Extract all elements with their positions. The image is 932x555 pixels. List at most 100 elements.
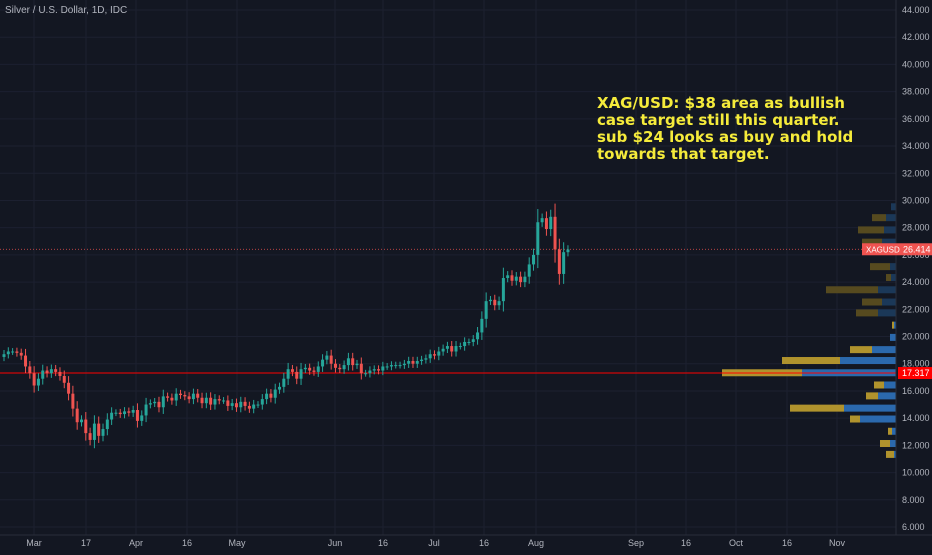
candle-body [101,429,105,436]
candle-body [170,397,174,401]
volume-profile-sell-bar [890,263,896,271]
candle-body [179,393,183,396]
candle-body [230,403,234,406]
volume-profile-sell-bar [882,238,896,246]
candle-body [540,218,544,223]
x-tick-label: Mar [26,538,42,548]
candle-body [497,301,501,306]
candle-body [286,369,290,379]
candle-body [260,399,264,405]
candle-body [549,216,553,230]
candle-body [19,352,23,356]
volume-profile-buy-bar [888,427,892,435]
candle-body [24,355,28,367]
candle-body [351,358,355,366]
candle-body [269,393,273,398]
candle-body [476,332,480,340]
candle-body [445,346,449,349]
candle-body [54,369,58,372]
candle-body [222,400,226,402]
volume-profile-buy-bar [862,238,882,246]
y-tick-label: 16.000 [902,386,930,396]
candle-body [28,366,32,374]
x-tick-label: Aug [528,538,544,548]
candle-body [411,361,415,364]
candle-body [67,382,71,394]
candle-body [84,419,88,434]
candle-body [415,361,419,364]
level-price-value: 17.317 [902,368,930,378]
candle-body [127,411,131,413]
candle-body [441,348,445,352]
volume-profile-buy-bar [892,321,894,329]
candle-body [458,346,462,348]
y-tick-label: 36.000 [902,114,930,124]
y-tick-label: 18.000 [902,359,930,369]
candle-body [342,365,346,370]
candle-body [32,373,36,386]
candle-body [420,359,424,362]
y-tick-label: 8.000 [902,495,925,505]
candle-body [501,278,505,302]
candle-body [346,358,350,366]
volume-profile-sell-bar [882,298,896,306]
y-tick-label: 34.000 [902,141,930,151]
candle-body [312,370,316,372]
volume-profile-buy-bar [866,392,878,400]
candle-body [200,397,204,404]
volume-profile-buy-bar [856,309,878,317]
candle-body [62,375,66,383]
candle-body [355,363,359,366]
candle-body [144,404,148,416]
annotation-text: XAG/USD: $38 area as bullish case target… [597,94,854,163]
candle-body [424,358,428,360]
candle-body [123,411,127,415]
candle-body [131,409,135,413]
candle-body [140,415,144,421]
candle-body [213,399,217,405]
x-tick-label: Oct [729,538,744,548]
candle-body [6,351,10,355]
y-tick-label: 14.000 [902,413,930,423]
candle-body [273,389,277,398]
volume-profile-buy-bar [862,298,882,306]
y-tick-label: 22.000 [902,304,930,314]
candle-body [394,365,398,367]
candle-body [407,361,411,364]
candle-body [209,397,213,405]
candle-body [321,359,325,367]
candle-body [364,373,368,375]
candle-body [265,393,269,400]
candle-body [105,419,109,430]
candle-body [239,401,243,408]
candle-body [58,371,62,376]
candle-body [463,341,467,347]
candle-body [480,318,484,333]
y-tick-label: 30.000 [902,195,930,205]
candle-body [88,433,92,440]
y-tick-label: 12.000 [902,440,930,450]
candle-body [553,216,557,250]
x-tick-label: Nov [829,538,846,548]
candle-body [471,339,475,342]
x-tick-label: 16 [378,538,388,548]
candle-body [493,299,497,306]
candle-body [92,423,96,440]
volume-profile-sell-bar [890,333,896,341]
x-tick-label: 17 [81,538,91,548]
candle-body [118,412,122,415]
y-tick-label: 24.000 [902,277,930,287]
y-tick-label: 20.000 [902,332,930,342]
candle-body [488,299,492,302]
candle-body [79,419,83,423]
candle-body [256,404,260,406]
candle-body [536,222,540,255]
volume-profile-buy-bar [870,263,890,271]
volume-profile-buy-bar [886,450,894,458]
volume-profile-sell-bar [884,226,896,234]
volume-profile-sell-bar [891,203,896,211]
candle-body [299,369,303,379]
